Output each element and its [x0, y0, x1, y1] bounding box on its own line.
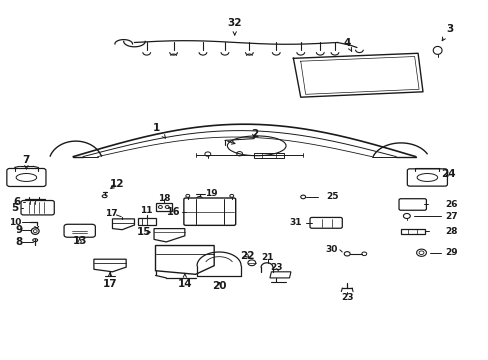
Text: 24: 24 — [441, 168, 455, 179]
Text: 28: 28 — [444, 227, 457, 236]
Text: 13: 13 — [72, 236, 87, 246]
Text: 27: 27 — [444, 212, 457, 220]
Text: 22: 22 — [239, 251, 254, 261]
Text: 6: 6 — [14, 197, 20, 207]
Text: 21: 21 — [261, 253, 274, 262]
Text: 11: 11 — [140, 206, 153, 215]
Text: 26: 26 — [444, 200, 457, 209]
FancyBboxPatch shape — [7, 168, 46, 186]
Text: 30: 30 — [325, 246, 337, 254]
Text: 31: 31 — [289, 218, 302, 228]
Text: 1: 1 — [153, 123, 165, 138]
Text: 2: 2 — [250, 129, 257, 139]
Text: 20: 20 — [211, 281, 226, 291]
Text: 4: 4 — [343, 38, 351, 51]
FancyBboxPatch shape — [398, 199, 426, 210]
Text: 29: 29 — [444, 248, 457, 257]
Text: 25: 25 — [326, 192, 339, 202]
FancyBboxPatch shape — [21, 201, 54, 215]
Text: 23: 23 — [340, 292, 353, 302]
Text: 17: 17 — [102, 273, 117, 289]
Text: 3: 3 — [441, 24, 452, 41]
Text: 32: 32 — [227, 18, 242, 35]
Text: 14: 14 — [177, 274, 192, 289]
Text: 12: 12 — [110, 179, 124, 189]
Text: 7: 7 — [22, 155, 30, 169]
Text: 18: 18 — [157, 194, 170, 202]
Text: 23: 23 — [269, 263, 282, 272]
FancyBboxPatch shape — [183, 198, 235, 225]
Text: 15: 15 — [137, 227, 151, 237]
Text: 19: 19 — [205, 189, 218, 198]
Text: 9: 9 — [15, 225, 22, 235]
Text: 8: 8 — [15, 237, 22, 247]
Text: 16: 16 — [166, 207, 180, 217]
Text: 5: 5 — [11, 203, 18, 213]
Text: 10: 10 — [9, 217, 22, 227]
Text: 17: 17 — [105, 209, 118, 217]
FancyBboxPatch shape — [407, 169, 447, 186]
FancyBboxPatch shape — [64, 224, 95, 237]
FancyBboxPatch shape — [309, 217, 342, 228]
